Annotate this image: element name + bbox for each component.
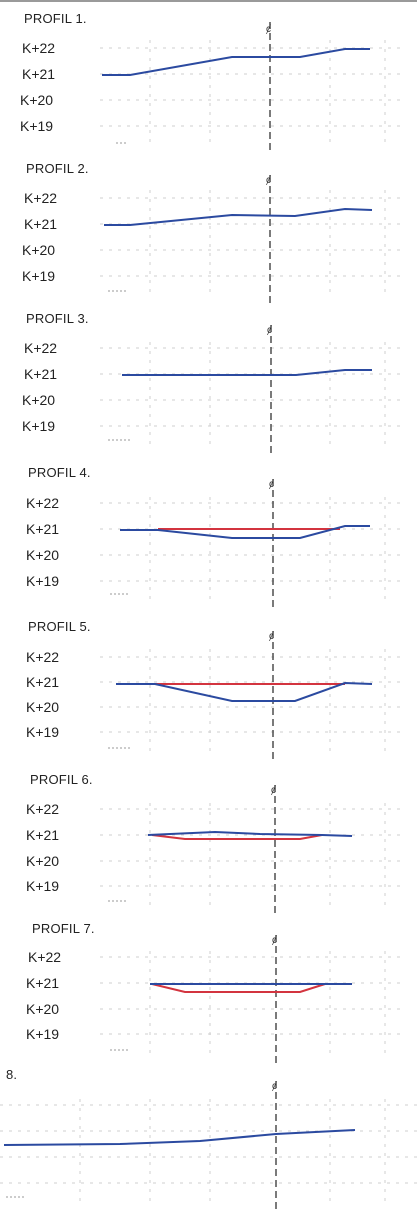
level-label-k21: K+21 bbox=[24, 216, 58, 232]
grid bbox=[100, 190, 400, 295]
profile-3: PROFIL 3. K+22 K+21 K+20 K+19 ȼ bbox=[0, 307, 417, 459]
design-line bbox=[151, 983, 326, 993]
level-label-k20: K+20 bbox=[26, 1001, 60, 1017]
level-label-k22: K+22 bbox=[28, 949, 62, 965]
profile-plot: ȼ bbox=[100, 479, 400, 609]
terrain-line bbox=[122, 369, 372, 376]
level-label-k21: K+21 bbox=[26, 827, 60, 843]
axis-symbol: ȼ bbox=[266, 175, 271, 186]
profile-2: PROFIL 2. K+22 K+21 K+20 K+19 ȼ bbox=[0, 155, 417, 307]
grid bbox=[100, 40, 400, 145]
profile-plot: ȼ bbox=[100, 631, 400, 763]
level-label-k22: K+22 bbox=[24, 190, 58, 206]
grid bbox=[100, 497, 400, 599]
profile-title: PROFIL 7. bbox=[32, 921, 95, 936]
level-label-k21: K+21 bbox=[26, 521, 60, 537]
profile-title: PROFIL 4. bbox=[28, 465, 91, 480]
profile-plot: ȼ bbox=[100, 325, 400, 453]
level-label-k20: K+20 bbox=[20, 92, 54, 108]
level-label-k20: K+20 bbox=[22, 392, 56, 408]
axis-symbol: ȼ bbox=[271, 785, 276, 796]
profile-plot: ȼ bbox=[100, 22, 400, 150]
axis-symbol: ȼ bbox=[266, 24, 271, 35]
grid bbox=[100, 803, 400, 905]
profile-title: 8. bbox=[6, 1067, 18, 1082]
terrain-line bbox=[116, 681, 373, 702]
profile-title: PROFIL 5. bbox=[28, 619, 91, 634]
profile-1: PROFIL 1. K+22 K+21 K+20 K+19 ȼ bbox=[0, 0, 417, 155]
level-label-k21: K+21 bbox=[26, 674, 60, 690]
axis-symbol: ȼ bbox=[272, 935, 277, 946]
profile-plot: ȼ bbox=[100, 175, 400, 303]
level-label-k19: K+19 bbox=[22, 418, 56, 434]
axis-symbol: ȼ bbox=[269, 479, 274, 490]
level-label-k19: K+19 bbox=[26, 573, 60, 589]
terrain-line bbox=[104, 207, 373, 226]
level-label-k20: K+20 bbox=[22, 242, 56, 258]
level-label-k22: K+22 bbox=[22, 40, 56, 56]
level-label-k19: K+19 bbox=[20, 118, 54, 134]
profile-title: PROFIL 2. bbox=[26, 161, 89, 176]
terrain-line bbox=[147, 830, 353, 837]
axis-symbol: ȼ bbox=[269, 631, 274, 642]
profile-plot: ȼ bbox=[0, 1081, 417, 1209]
level-label-k20: K+20 bbox=[26, 699, 60, 715]
grid bbox=[100, 342, 400, 447]
level-label-k21: K+21 bbox=[26, 975, 60, 991]
profile-5: PROFIL 5. K+22 K+21 K+20 K+19 ȼ bbox=[0, 611, 417, 765]
profile-6: PROFIL 6. K+22 K+21 K+20 K+19 ȼ bbox=[0, 765, 417, 915]
level-label-k20: K+20 bbox=[26, 547, 60, 563]
grid bbox=[100, 951, 400, 1055]
axis-symbol: ȼ bbox=[267, 325, 272, 336]
level-label-k19: K+19 bbox=[26, 724, 60, 740]
level-label-k19: K+19 bbox=[22, 268, 56, 284]
level-label-k22: K+22 bbox=[26, 801, 60, 817]
level-label-k22: K+22 bbox=[26, 649, 60, 665]
terrain-line bbox=[102, 48, 370, 76]
level-label-k22: K+22 bbox=[24, 340, 58, 356]
profile-4: PROFIL 4. K+22 K+21 K+20 K+19 ȼ bbox=[0, 459, 417, 611]
level-label-k21: K+21 bbox=[22, 66, 56, 82]
level-label-k22: K+22 bbox=[26, 495, 60, 511]
profile-title: PROFIL 3. bbox=[26, 311, 89, 326]
profile-title: PROFIL 1. bbox=[24, 11, 87, 26]
profile-title: PROFIL 6. bbox=[30, 772, 93, 787]
level-label-k19: K+19 bbox=[26, 878, 60, 894]
axis-symbol: ȼ bbox=[272, 1081, 277, 1092]
profile-8: 8. ȼ bbox=[0, 1065, 417, 1211]
level-label-k21: K+21 bbox=[24, 366, 58, 382]
terrain-line bbox=[3, 1129, 356, 1146]
grid bbox=[0, 1099, 417, 1205]
level-label-k19: K+19 bbox=[26, 1026, 60, 1042]
profile-plot: ȼ bbox=[100, 785, 400, 913]
top-border bbox=[0, 0, 417, 2]
terrain-line bbox=[120, 525, 370, 539]
profile-plot: ȼ bbox=[100, 935, 400, 1063]
level-label-k20: K+20 bbox=[26, 853, 60, 869]
profile-7: PROFIL 7. K+22 K+21 K+20 K+19 ȼ bbox=[0, 915, 417, 1065]
design-line bbox=[151, 834, 323, 840]
